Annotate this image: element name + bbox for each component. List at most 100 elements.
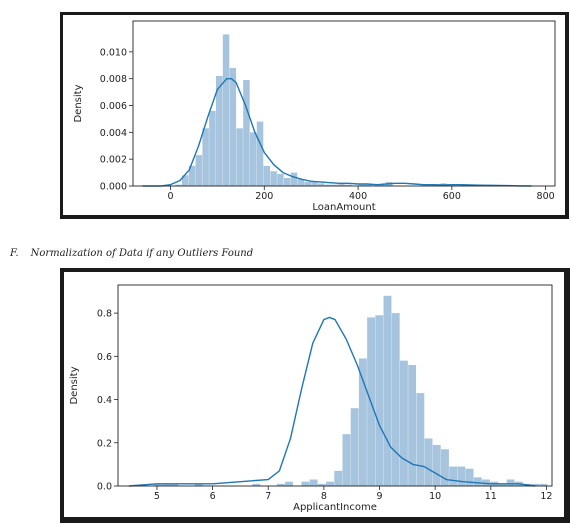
x-tick-label: 0 (167, 191, 173, 202)
histogram-bar (188, 165, 196, 186)
histogram-bar (358, 184, 366, 186)
histogram-bar (449, 466, 458, 486)
histogram-bar (465, 468, 474, 486)
histogram-bar (290, 172, 298, 186)
histogram-bar (153, 483, 162, 486)
applicantincome-chart: 0.0 0.2 0.4 0.6 0.8 5 6 7 8 9 10 11 12 ApplicantIncom… (69, 284, 553, 513)
histogram-bar (161, 483, 170, 486)
caption-text: Normalization of Data if any Outliers Fo… (30, 248, 254, 259)
histogram-bar (285, 481, 293, 486)
x-tick-label: 800 (537, 191, 555, 202)
y-tick-label: 0.008 (100, 74, 127, 85)
histogram-bar (473, 477, 482, 486)
y-tick-label: 0.010 (100, 47, 127, 58)
histogram-bar (531, 483, 540, 486)
histogram-bar (457, 466, 466, 486)
histogram-bar (432, 444, 441, 486)
histogram-bar (276, 483, 285, 486)
histogram-bar (345, 184, 352, 186)
histogram-bar (416, 393, 425, 486)
histogram-bar (506, 479, 515, 486)
x-tick-label: 600 (443, 191, 461, 202)
y-axis-label: Density (73, 84, 84, 122)
x-tick-label: 200 (255, 191, 273, 202)
histogram-bar (334, 470, 343, 486)
histogram-bar (379, 184, 386, 186)
histogram-bar (301, 481, 310, 486)
kde-curve-line (129, 316, 536, 487)
histogram-bar (441, 449, 449, 486)
histogram-bar (252, 483, 261, 486)
histogram-bar (229, 67, 237, 186)
histogram-bar (375, 315, 384, 486)
y-tick-label: 0.6 (97, 352, 112, 363)
histogram-bar (342, 434, 351, 486)
caption-number: F. (10, 248, 19, 259)
y-tick-label: 0.000 (100, 182, 127, 193)
y-axis-label: Density (69, 366, 80, 404)
histogram-bar (277, 173, 284, 186)
applicantincome-chart-frame: 0.0 0.2 0.4 0.6 0.8 5 6 7 8 9 10 11 12 ApplicantIncom… (60, 268, 570, 523)
histogram-bar (175, 184, 182, 186)
histogram-bar (263, 165, 271, 186)
plot-area-border (117, 284, 553, 487)
histogram-bar (209, 110, 216, 186)
histogram-bar (317, 183, 325, 186)
histogram-bar (249, 132, 257, 186)
histogram-bar (539, 483, 548, 486)
kde-curve-line (142, 77, 532, 187)
x-tick-label: 6 (210, 491, 216, 502)
histogram-bar (297, 179, 305, 186)
x-tick-label: 5 (154, 491, 160, 502)
x-axis-label: ApplicantIncome (293, 502, 377, 513)
y-tick-label: 0.004 (100, 128, 127, 139)
x-tick-label: 7 (265, 491, 271, 502)
x-axis-label: LoanAmount (312, 202, 375, 213)
y-tick-label: 0.8 (97, 309, 112, 320)
histogram-bar (256, 121, 264, 186)
y-tick-label: 0.0 (97, 482, 112, 493)
x-tick-label: 9 (376, 491, 382, 502)
histogram-bar (383, 295, 392, 486)
histogram-bar (350, 408, 359, 486)
histogram-bar (270, 171, 277, 186)
y-tick-label: 0.4 (97, 395, 112, 406)
histogram-bar (182, 175, 189, 186)
y-tick-label: 0.2 (97, 438, 112, 449)
histogram-bar (391, 313, 400, 486)
plot-area-border (132, 20, 556, 187)
histogram-bar (194, 483, 203, 486)
histogram-bar (243, 80, 250, 186)
histogram-bar (498, 483, 507, 486)
histogram-bar (236, 128, 243, 186)
x-tick-label: 12 (540, 491, 552, 502)
histogram-bar (222, 34, 230, 186)
histogram-bar (358, 358, 367, 486)
y-tick-label: 0.006 (100, 101, 127, 112)
histogram-bar (283, 177, 291, 186)
x-tick-label: 10 (429, 491, 441, 502)
histogram-bar (317, 483, 326, 486)
histogram-bar (215, 76, 223, 186)
histogram-bar (304, 181, 311, 186)
histogram-bar (424, 438, 433, 486)
histogram-bar (365, 184, 373, 186)
histogram-bar (326, 481, 335, 486)
loanamount-chart-frame: 0.000 0.002 0.004 0.006 0.008 0.010 0 200 400 600… (60, 12, 569, 219)
histogram-bar (202, 128, 209, 186)
x-tick-label: 400 (349, 191, 367, 202)
loanamount-chart: 0.000 0.002 0.004 0.006 0.008 0.010 0 200 400 600… (73, 20, 556, 213)
histogram-bar (311, 181, 318, 186)
histogram-bar (331, 184, 339, 186)
histogram-bar (170, 483, 179, 486)
histogram-bar (324, 184, 332, 186)
histogram-bar (195, 155, 203, 186)
histogram-bar (408, 364, 417, 486)
x-tick-label: 8 (321, 491, 327, 502)
histogram-bar (482, 479, 490, 486)
x-tick-label: 11 (485, 491, 497, 502)
figure-caption: F. Normalization of Data if any Outliers … (10, 248, 253, 259)
histogram-bar (309, 479, 318, 486)
y-tick-label: 0.002 (100, 155, 127, 166)
histogram-bar (338, 183, 345, 186)
